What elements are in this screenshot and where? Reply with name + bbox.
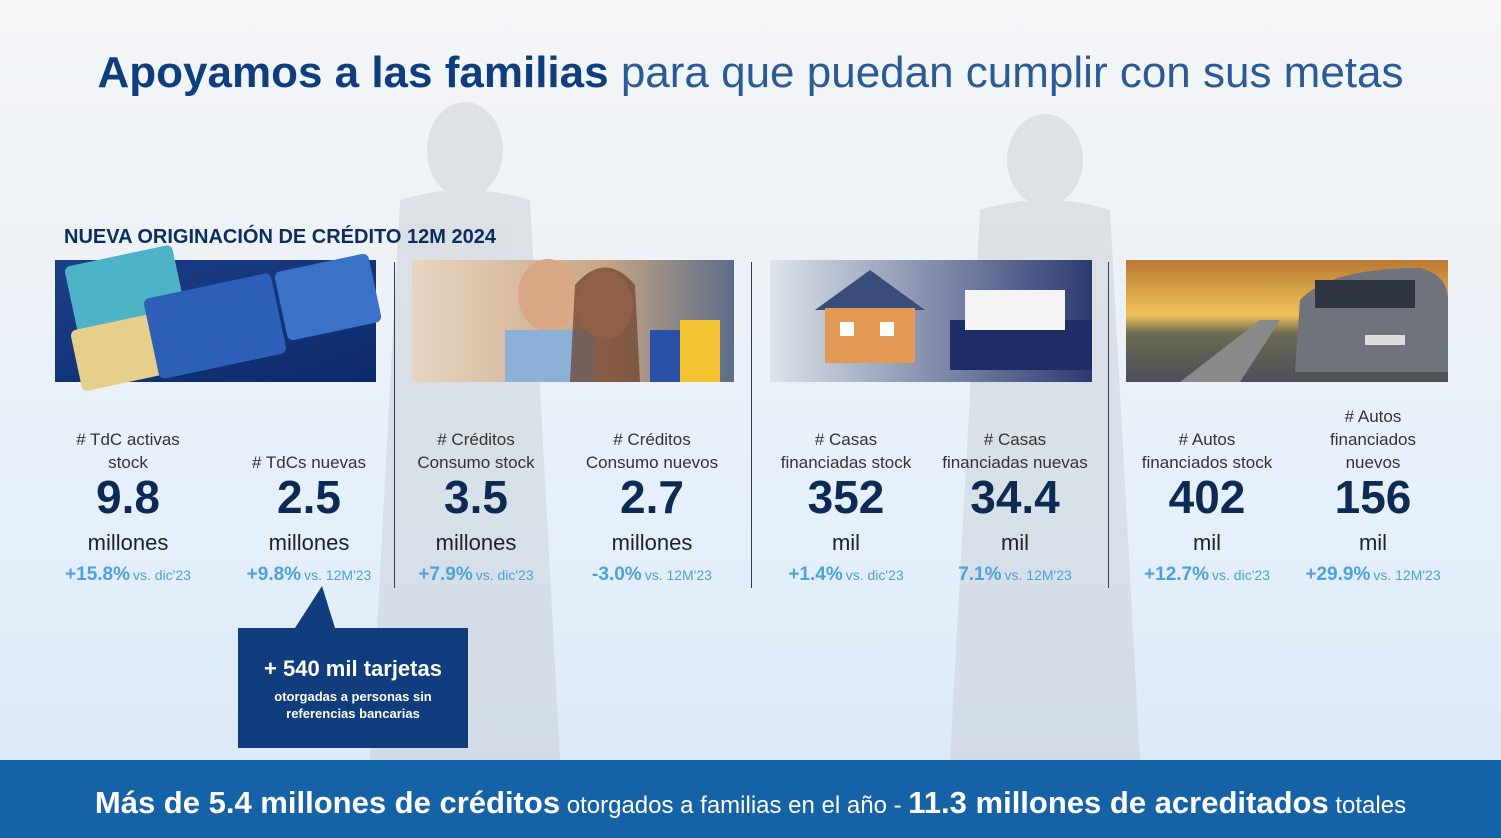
change-comparison: vs. 12M'23: [644, 567, 712, 583]
label-line: stock: [108, 453, 148, 472]
footer: Más de 5.4 millones de créditos otorgado…: [0, 760, 1501, 838]
label-line: financiados stock: [1141, 453, 1273, 472]
metric-change: +15.8% vs. dic'23: [38, 564, 218, 586]
car-image: [1126, 260, 1448, 382]
label-line: # Créditos: [437, 430, 515, 449]
change-comparison: vs. 12M'23: [1373, 567, 1441, 583]
change-comparison: vs. dic'23: [845, 567, 904, 583]
change-value: 7.1%: [958, 564, 1002, 585]
metric-value: 9.8: [96, 471, 160, 523]
footer-bold: Más de 5.4 millones de créditos: [94, 785, 561, 820]
metric-label: # Autos financiados stock: [1117, 396, 1297, 474]
metric-unit: mil: [831, 530, 861, 555]
label-line: # Autos: [1344, 407, 1402, 426]
change-value: +9.8%: [246, 564, 302, 585]
metric-value: 2.5: [277, 471, 341, 523]
callout-title: + 540 mil tarjetas: [264, 656, 442, 681]
metric-label: # TdCs nuevas: [219, 396, 399, 474]
change-comparison: vs. 12M'23: [1004, 567, 1072, 583]
change-comparison: vs. dic'23: [1212, 567, 1270, 583]
metric-unit: millones: [435, 530, 517, 555]
metric-unit: mil: [1192, 530, 1222, 555]
label-line: # Casas: [983, 430, 1047, 449]
metric-value: 3.5: [444, 471, 508, 523]
change-value: +15.8%: [65, 564, 131, 585]
change-value: +1.4%: [788, 564, 843, 585]
label-line: Consumo nuevos: [585, 453, 719, 472]
metric-change: +1.4% vs. dic'23: [756, 564, 936, 586]
metric-change: -3.0% vs. 12M'23: [562, 564, 742, 586]
change-comparison: vs. 12M'23: [304, 567, 372, 583]
metric-unit: millones: [611, 530, 693, 555]
metric-label: # TdC activas stock: [38, 396, 218, 474]
label-line: # TdC activas: [76, 430, 180, 449]
metric-unit: mil: [1358, 530, 1388, 555]
metric-value: 352: [807, 471, 885, 523]
footer-bold: 11.3 millones de acreditados: [908, 785, 1329, 820]
house-image: [770, 260, 1092, 382]
metric-change: +9.8% vs. 12M'23: [219, 564, 399, 586]
metric-change: +12.7% vs. dic'23: [1117, 564, 1297, 586]
metric-unit: millones: [268, 530, 350, 555]
callout-text: otorgadas a personas sin referencias ban…: [274, 689, 432, 721]
metric-label: # Casas financiadas nuevas: [925, 396, 1105, 474]
callout: + 540 mil tarjetas otorgadas a personas …: [238, 628, 468, 748]
change-value: +7.9%: [418, 564, 473, 585]
metric-change: +29.9% vs. 12M'23: [1283, 564, 1463, 586]
title-bold: Apoyamos a las familias: [97, 48, 609, 97]
footer-text: otorgados a familias en el año -: [566, 792, 902, 819]
metric-change: +7.9% vs. dic'23: [386, 564, 566, 586]
metric-value: 34.4: [970, 471, 1060, 523]
change-value: +12.7%: [1144, 564, 1210, 585]
title: Apoyamos a las familias para que puedan …: [0, 48, 1501, 98]
label-line: Consumo stock: [417, 453, 535, 472]
change-comparison: vs. dic'23: [475, 567, 534, 583]
divider: [751, 262, 752, 588]
metric-change: 7.1% vs. 12M'23: [925, 564, 1105, 586]
label-line: # Créditos: [613, 430, 691, 449]
metric-label: # Casas financiadas stock: [756, 396, 936, 474]
metric-label: # Autos financiados nuevos: [1283, 396, 1463, 474]
metric-unit: mil: [1000, 530, 1030, 555]
label-line: financiadas nuevas: [942, 453, 1088, 472]
metric-value: 2.7: [620, 471, 684, 523]
change-comparison: vs. dic'23: [133, 567, 191, 583]
section-label: NUEVA ORIGINACIÓN DE CRÉDITO 12M 2024: [64, 226, 496, 248]
divider: [1108, 262, 1109, 588]
footer-text: totales: [1335, 792, 1407, 819]
couple-image: [412, 259, 734, 382]
metric-value: 402: [1168, 471, 1246, 523]
label-line: nuevos: [1345, 453, 1401, 472]
metric-value: 156: [1334, 471, 1412, 523]
metric-label: # Créditos Consumo stock: [386, 396, 566, 474]
change-value: +29.9%: [1305, 564, 1371, 585]
divider: [394, 262, 395, 588]
metric-label: # Créditos Consumo nuevos: [562, 396, 742, 474]
label-line: financiados: [1329, 430, 1416, 449]
title-light: para que puedan cumplir con sus metas: [620, 48, 1404, 97]
label-line: # Autos: [1178, 430, 1236, 449]
metric-unit: millones: [87, 530, 169, 555]
card-image: [55, 245, 382, 391]
label-line: # Casas: [814, 430, 878, 449]
label-line: financiadas stock: [780, 453, 912, 472]
callout-pointer: [295, 586, 335, 628]
label-line: # TdCs nuevas: [251, 453, 367, 472]
change-value: -3.0%: [592, 564, 642, 585]
